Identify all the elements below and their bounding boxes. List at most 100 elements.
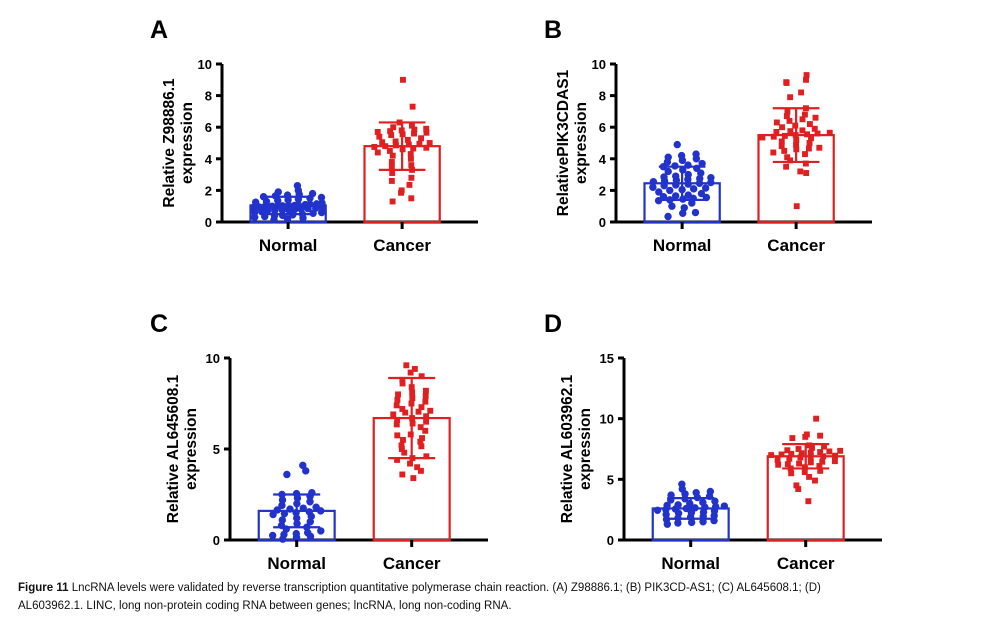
data-point	[388, 177, 395, 184]
data-point	[388, 163, 395, 170]
data-point	[277, 521, 286, 530]
data-point	[803, 76, 809, 83]
data-point	[418, 135, 425, 142]
data-point	[691, 504, 699, 512]
data-point	[787, 128, 794, 135]
data-point	[784, 108, 791, 115]
data-point	[803, 431, 810, 438]
data-point	[679, 166, 687, 174]
data-point	[693, 164, 701, 172]
data-point	[387, 128, 394, 135]
data-point	[411, 130, 417, 137]
y-axis-label-line1: Relative AL645608.1	[165, 374, 182, 523]
data-point	[398, 127, 405, 134]
data-point	[684, 161, 692, 169]
data-point	[398, 442, 405, 449]
panel-letter-d: D	[544, 310, 563, 338]
y-tick-label: 0	[213, 533, 220, 548]
data-point	[788, 450, 795, 457]
data-point	[394, 432, 401, 439]
data-point	[801, 111, 808, 118]
data-point	[653, 506, 662, 514]
data-point	[667, 491, 675, 499]
data-point	[783, 79, 790, 86]
data-point	[306, 200, 314, 209]
data-point	[312, 503, 320, 511]
data-point	[394, 416, 401, 423]
data-point	[816, 463, 823, 469]
data-point	[678, 185, 686, 194]
data-point	[398, 446, 405, 452]
y-tick-label: 0	[599, 215, 606, 230]
data-point	[770, 149, 777, 156]
data-point	[793, 482, 800, 489]
data-point	[808, 135, 814, 142]
data-point	[786, 117, 793, 124]
data-point	[820, 453, 827, 460]
data-point	[399, 380, 406, 387]
data-point	[292, 489, 301, 498]
data-point	[392, 138, 399, 145]
panel-c: C 0 5 10 Relative AL645608.1 expression Norma…	[130, 308, 490, 570]
data-point	[422, 398, 429, 405]
data-point	[826, 448, 833, 455]
data-point	[671, 192, 680, 200]
data-point	[379, 139, 386, 146]
data-point	[819, 458, 826, 465]
data-point	[283, 191, 292, 199]
x-axis-category-label: Normal	[661, 554, 720, 570]
data-point	[806, 140, 813, 146]
data-point	[423, 453, 430, 460]
data-point	[408, 400, 415, 407]
data-point	[707, 174, 715, 182]
data-point	[389, 170, 396, 176]
data-point	[423, 125, 430, 132]
data-point	[674, 501, 682, 509]
data-point	[410, 145, 417, 152]
data-point	[798, 89, 805, 96]
data-point	[408, 195, 415, 202]
data-point	[293, 499, 301, 508]
data-point	[403, 362, 410, 369]
data-point	[408, 384, 415, 391]
data-point	[759, 134, 766, 141]
x-axis-category-label: Normal	[653, 236, 712, 255]
x-axis-category-label: Normal	[259, 236, 318, 255]
data-point	[826, 129, 833, 136]
data-point	[659, 193, 668, 201]
data-point	[273, 202, 281, 210]
x-axis-category-label: Cancer	[373, 236, 431, 255]
data-point	[779, 124, 786, 131]
data-point	[768, 452, 775, 459]
y-axis-label: Relative Z98886.1 expression	[161, 78, 196, 208]
caption-figure-number: Figure 11	[18, 582, 69, 594]
data-point	[784, 154, 791, 161]
data-point	[793, 136, 800, 143]
data-point	[390, 124, 397, 131]
y-axis-label-line2: expression	[179, 102, 196, 184]
data-point	[654, 196, 663, 205]
data-point	[374, 149, 381, 156]
data-point	[293, 181, 302, 190]
data-point	[787, 94, 794, 101]
data-point	[799, 127, 806, 134]
data-point	[408, 162, 415, 169]
y-axis-label: Relative AL603962.1 expression	[559, 374, 594, 523]
data-point	[711, 497, 719, 505]
data-point	[660, 173, 668, 181]
data-point	[389, 152, 396, 159]
data-point	[803, 72, 810, 79]
data-point	[308, 488, 316, 497]
data-point	[292, 508, 300, 517]
data-point	[293, 519, 301, 528]
data-point	[677, 151, 686, 160]
y-tick-label: 5	[607, 472, 614, 487]
x-axis-category-label: Cancer	[777, 554, 835, 570]
data-point	[305, 508, 313, 516]
data-point	[410, 475, 417, 482]
data-point	[317, 527, 325, 535]
data-point	[770, 133, 777, 140]
caption-line-2: AL603962.1. LINC, long non-protein codin…	[18, 599, 512, 612]
data-point	[278, 490, 286, 499]
data-point	[407, 369, 414, 376]
